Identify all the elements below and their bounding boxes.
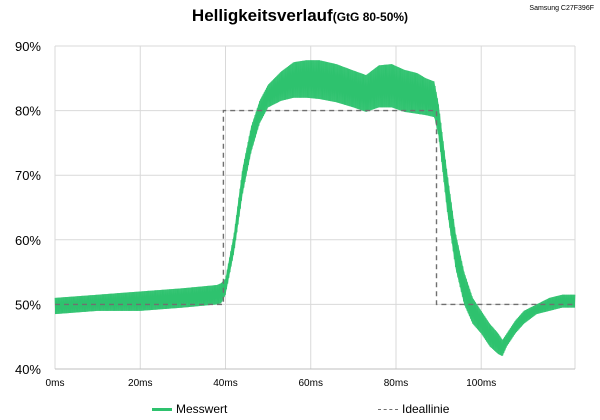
x-tick-label: 100ms — [466, 378, 496, 389]
x-tick-label: 0ms — [46, 378, 65, 389]
y-tick-label: 90% — [15, 39, 41, 54]
chart-title-main: Helligkeitsverlauf — [191, 6, 333, 25]
y-tick-label: 80% — [15, 104, 41, 119]
x-tick-label: 80ms — [384, 378, 408, 389]
legend-swatch-ideal — [378, 408, 398, 410]
device-label: Samsung C27F396F — [529, 5, 594, 12]
measured-line — [54, 60, 576, 356]
y-tick-label: 50% — [15, 297, 41, 312]
legend-item-ideal: Ideallinie — [378, 402, 449, 416]
chart-title-subtitle: (GtG 80-50%) — [332, 10, 409, 24]
y-tick-label: 70% — [15, 168, 41, 183]
legend-swatch-measured — [152, 407, 172, 411]
y-tick-label: 60% — [15, 233, 41, 248]
legend-item-measured: Messwert — [152, 402, 227, 416]
x-tick-label: 40ms — [213, 378, 237, 389]
measured-band — [55, 60, 575, 357]
ideal-line — [55, 109, 575, 306]
y-tick-label: 40% — [15, 362, 41, 377]
legend: Messwert Ideallinie — [0, 402, 600, 420]
chart-svg: 40% 50% 60% 70% 80% 90% 0ms 20ms 40ms 60ms 80ms 100… — [15, 39, 576, 389]
legend-label-ideal: Ideallinie — [402, 402, 450, 416]
chart-title: Helligkeitsverlauf(GtG 80-50%) — [0, 6, 600, 26]
x-tick-label: 20ms — [128, 378, 152, 389]
x-tick-label: 60ms — [299, 378, 323, 389]
legend-label-measured: Messwert — [176, 402, 228, 416]
